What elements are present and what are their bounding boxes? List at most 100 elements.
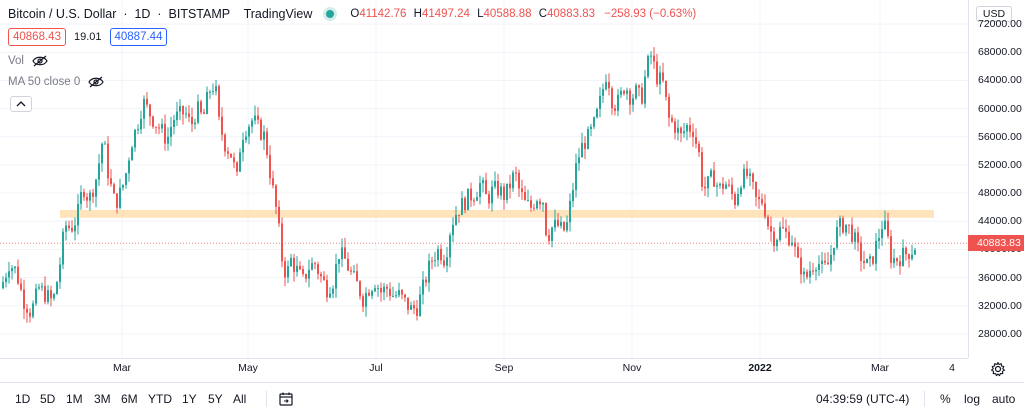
eye-hidden-icon[interactable] <box>32 55 48 67</box>
range-button-5y[interactable]: 5Y <box>208 392 223 406</box>
candle-body-down <box>485 180 487 195</box>
candle-body-up <box>32 303 34 317</box>
candle-body-down <box>782 227 784 229</box>
range-button-6m[interactable]: 6M <box>121 392 138 406</box>
range-button-1m[interactable]: 1M <box>66 392 83 406</box>
candle-body-down <box>857 232 859 243</box>
go-to-date-icon[interactable] <box>278 391 294 407</box>
candle-body-up <box>422 279 424 295</box>
candle-body-up <box>125 173 127 185</box>
indicator-vol-label: Vol <box>8 55 24 67</box>
candle-body-up <box>140 118 142 130</box>
percent-scale-button[interactable]: % <box>940 392 951 406</box>
symbol-title[interactable]: Bitcoin / U.S. Dollar · 1D · BITSTAMP Tr… <box>8 7 313 21</box>
candle-body-down <box>83 192 85 198</box>
log-scale-button[interactable]: log <box>964 392 981 406</box>
candle-body-up <box>176 111 178 121</box>
candle-body-down <box>305 273 307 279</box>
candle-body-up <box>716 185 718 187</box>
settings-gear-icon[interactable] <box>990 361 1006 377</box>
price-tick: 36000.00 <box>978 271 1022 284</box>
candle-body-down <box>191 116 193 125</box>
auto-scale-button[interactable]: auto <box>992 392 1016 406</box>
range-button-5d[interactable]: 5D <box>40 392 56 406</box>
chart-area[interactable] <box>0 0 968 358</box>
candle-body-up <box>428 260 430 283</box>
candle-body-up <box>740 187 742 195</box>
candle-body-up <box>170 126 172 137</box>
clock-timezone[interactable]: 04:39:59 (UTC-4) <box>816 392 910 406</box>
candle-body-down <box>746 168 748 176</box>
candle-body-up <box>866 258 868 264</box>
candle-body-up <box>197 101 199 123</box>
candle-body-up <box>137 129 139 131</box>
candle-body-down <box>521 188 523 193</box>
candle-body-up <box>476 197 478 201</box>
candle-body-up <box>338 259 340 264</box>
candle-body-up <box>419 294 421 317</box>
indicator-ma[interactable]: MA 50 close 0 <box>8 76 104 88</box>
candle-body-down <box>842 218 844 233</box>
candle-body-down <box>431 260 433 262</box>
candle-body-down <box>539 201 541 205</box>
range-button-3m[interactable]: 3M <box>94 392 111 406</box>
candle-body-down <box>614 108 616 111</box>
price-scale[interactable] <box>968 0 1024 358</box>
candle-body-down <box>44 286 46 302</box>
price-tick: 60000.00 <box>978 102 1022 115</box>
candle-body-down <box>158 127 160 129</box>
candle-body-down <box>293 257 295 272</box>
candle-body-down <box>794 242 796 247</box>
candle-body-up <box>53 294 55 299</box>
candle-body-down <box>362 296 364 307</box>
candlestick-chart[interactable] <box>0 0 968 358</box>
candle-body-up <box>455 214 457 225</box>
time-scale[interactable] <box>0 358 968 380</box>
candle-body-up <box>650 55 652 57</box>
candle-body-down <box>86 197 88 201</box>
candle-body-up <box>62 231 64 265</box>
low-value: 40588.88 <box>483 8 532 20</box>
currency-button[interactable]: USD <box>976 6 1012 22</box>
candle-body-down <box>530 200 532 208</box>
candle-body-down <box>638 85 640 88</box>
candle-body-up <box>104 143 106 145</box>
range-button-ytd[interactable]: YTD <box>148 392 172 406</box>
candle-body-down <box>380 287 382 293</box>
candle-body-up <box>215 86 217 92</box>
candle-body-down <box>440 248 442 261</box>
candle-body-up <box>479 183 481 198</box>
candle-body-down <box>68 225 70 229</box>
range-button-all[interactable]: All <box>233 392 247 406</box>
candle-body-down <box>509 183 511 189</box>
candle-body-up <box>395 295 397 297</box>
candle-body-down <box>890 236 892 263</box>
candle-body-down <box>113 184 115 194</box>
candle-body-down <box>20 283 22 290</box>
collapse-legend-button[interactable] <box>10 96 32 112</box>
exchange-label: BITSTAMP <box>168 7 230 21</box>
candle-body-down <box>722 183 724 189</box>
candle-body-down <box>164 124 166 144</box>
candle-body-down <box>470 188 472 201</box>
candle-body-down <box>344 247 346 259</box>
candle-body-up <box>605 81 607 90</box>
time-label: May <box>238 362 258 374</box>
buy-price-button[interactable]: 40887.44 <box>109 28 168 46</box>
range-button-1d[interactable]: 1D <box>15 392 31 406</box>
candle-body-down <box>326 279 328 298</box>
candle-body-down <box>797 246 799 258</box>
toolbar-divider <box>924 391 925 407</box>
candle-body-down <box>608 81 610 89</box>
indicator-vol[interactable]: Vol <box>8 55 48 67</box>
eye-hidden-icon[interactable] <box>88 76 104 88</box>
sell-price-button[interactable]: 40868.43 <box>8 28 66 46</box>
candle-body-down <box>623 90 625 94</box>
candle-body-down <box>458 214 460 216</box>
candle-body-up <box>569 201 571 223</box>
candle-body-down <box>557 219 559 226</box>
range-button-1y[interactable]: 1Y <box>182 392 197 406</box>
candle-body-up <box>398 290 400 296</box>
candle-body-down <box>524 192 526 201</box>
candle-body-up <box>167 136 169 144</box>
